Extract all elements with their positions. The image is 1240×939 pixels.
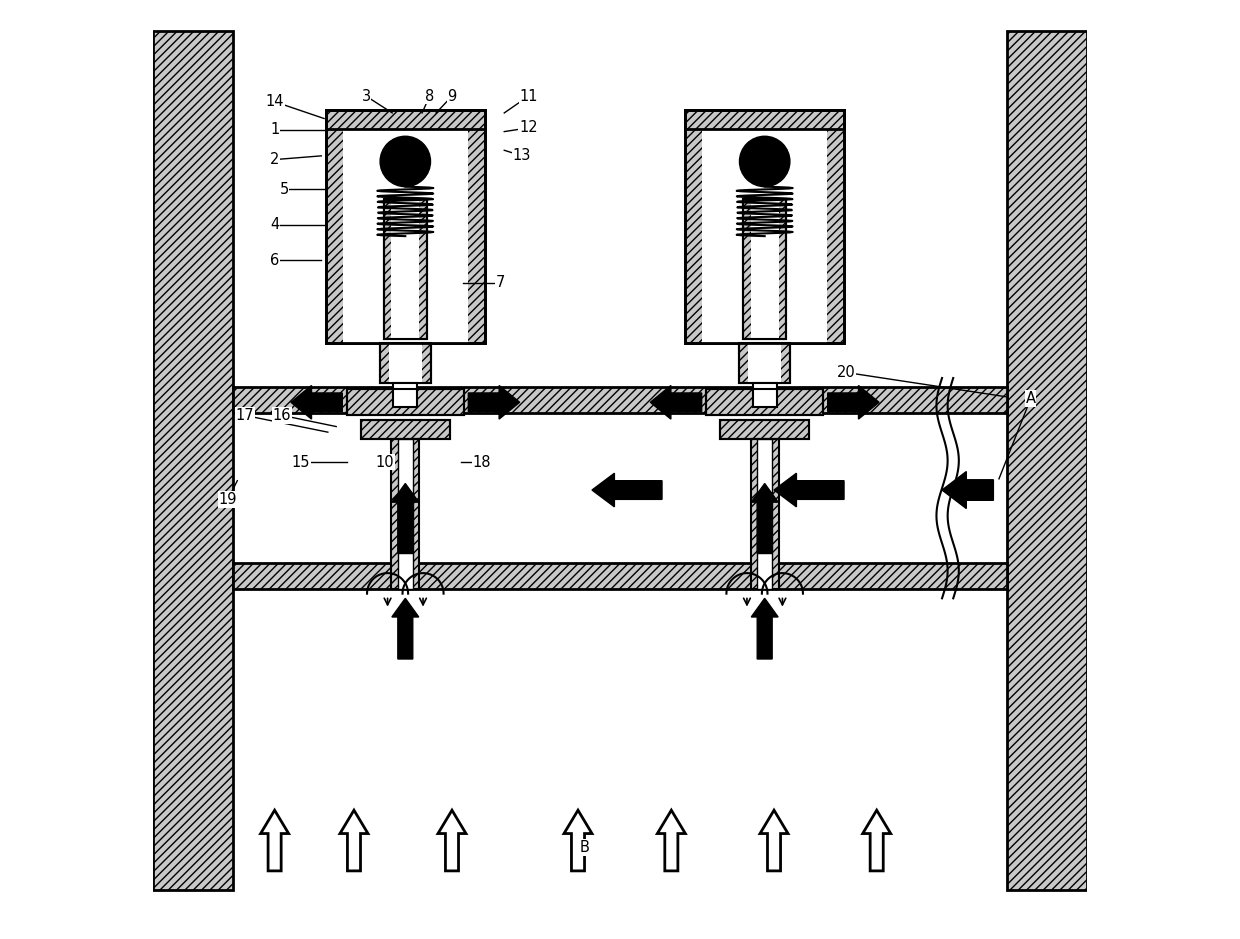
FancyArrow shape [392,598,419,659]
Text: 12: 12 [520,120,538,135]
Polygon shape [564,810,591,870]
Bar [707,390,823,415]
Text: 15: 15 [291,454,310,470]
Bar [347,390,464,415]
Circle shape [739,136,790,187]
Bar [393,383,418,407]
Bar [361,420,450,439]
Polygon shape [260,810,289,870]
Text: 13: 13 [513,148,531,163]
Bar [379,344,432,383]
Bar [326,110,485,344]
Bar [750,199,779,339]
Text: 19: 19 [218,492,237,507]
Bar [720,420,808,439]
Bar [686,110,844,344]
FancyArrow shape [774,473,844,507]
Text: 4: 4 [270,218,279,233]
Text: 20: 20 [837,365,856,380]
Bar [379,344,432,383]
Bar [739,344,790,383]
Bar [1007,31,1086,889]
Text: 16: 16 [273,408,291,423]
Bar [702,110,827,344]
Polygon shape [438,810,466,870]
Text: A: A [1025,391,1035,406]
Text: 1: 1 [270,122,279,137]
Bar [758,439,773,589]
Bar [326,110,485,344]
FancyArrow shape [827,386,879,419]
FancyArrow shape [751,598,779,659]
Bar [707,390,823,415]
Text: 9: 9 [448,88,456,103]
FancyArrow shape [942,471,993,509]
FancyArrow shape [469,386,520,419]
Circle shape [381,136,430,187]
Text: 11: 11 [520,88,538,103]
Bar [686,110,844,344]
Bar [233,413,1007,562]
Bar [347,390,464,415]
Text: 14: 14 [265,94,284,109]
Text: 3: 3 [362,88,371,103]
Bar [389,344,422,383]
Bar [384,199,427,339]
Polygon shape [760,810,789,870]
Text: 2: 2 [270,152,279,167]
Bar [233,388,1007,413]
Bar [392,199,419,339]
Bar [720,420,808,439]
FancyArrow shape [392,484,419,553]
Bar [753,383,776,407]
Bar [743,199,786,339]
Bar [743,199,786,339]
Text: 5: 5 [279,182,289,197]
Text: 18: 18 [472,454,491,470]
Polygon shape [340,810,368,870]
Bar [233,562,1007,589]
FancyArrow shape [751,484,779,553]
Bar [361,420,450,439]
Text: 7: 7 [496,275,505,290]
Bar [749,344,781,383]
Bar [739,344,790,383]
Bar [398,439,413,589]
Bar [686,110,844,129]
Bar [154,31,233,889]
Bar [384,199,427,339]
Bar [750,439,779,589]
FancyArrow shape [650,386,702,419]
Text: 8: 8 [425,88,434,103]
Polygon shape [863,810,890,870]
Bar [326,110,485,129]
Text: 6: 6 [270,253,279,268]
FancyArrow shape [291,386,342,419]
Text: B: B [579,840,589,855]
Text: 17: 17 [236,408,254,423]
Bar [342,110,467,344]
Bar [392,439,419,589]
Text: 10: 10 [376,454,394,470]
Polygon shape [657,810,686,870]
FancyArrow shape [591,473,662,507]
